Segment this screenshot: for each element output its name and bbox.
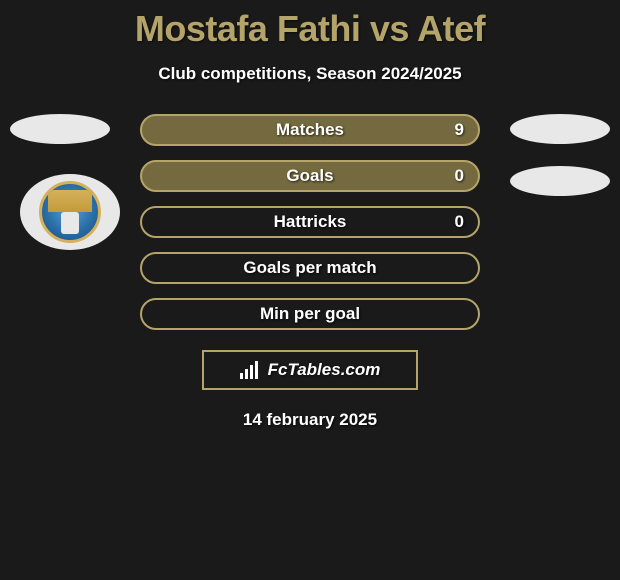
- pyramids-crest-icon: [39, 181, 101, 243]
- club-badge-right: [510, 166, 610, 196]
- stat-label: Goals: [286, 166, 333, 186]
- date-line: 14 february 2025: [0, 410, 620, 430]
- stat-row-hattricks: Hattricks 0: [140, 206, 480, 238]
- stat-label: Min per goal: [260, 304, 360, 324]
- bar-chart-icon: [240, 361, 262, 379]
- stat-label: Goals per match: [243, 258, 376, 278]
- stat-row-min-per-goal: Min per goal: [140, 298, 480, 330]
- player-avatar-right: [510, 114, 610, 144]
- branding-box: FcTables.com: [202, 350, 418, 390]
- page-title: Mostafa Fathi vs Atef: [0, 0, 620, 50]
- stat-label: Hattricks: [274, 212, 347, 232]
- stat-value-right: 9: [455, 120, 464, 140]
- comparison-content: Matches 9 Goals 0 Hattricks 0 Goals per …: [0, 114, 620, 430]
- stat-row-goals-per-match: Goals per match: [140, 252, 480, 284]
- stat-value-right: 0: [455, 212, 464, 232]
- club-badge-left: [20, 174, 120, 250]
- branding-text: FcTables.com: [268, 360, 381, 380]
- stat-label: Matches: [276, 120, 344, 140]
- stat-value-right: 0: [455, 166, 464, 186]
- stat-row-goals: Goals 0: [140, 160, 480, 192]
- subtitle: Club competitions, Season 2024/2025: [0, 64, 620, 84]
- stat-row-matches: Matches 9: [140, 114, 480, 146]
- player-avatar-left: [10, 114, 110, 144]
- stat-rows: Matches 9 Goals 0 Hattricks 0 Goals per …: [140, 114, 480, 330]
